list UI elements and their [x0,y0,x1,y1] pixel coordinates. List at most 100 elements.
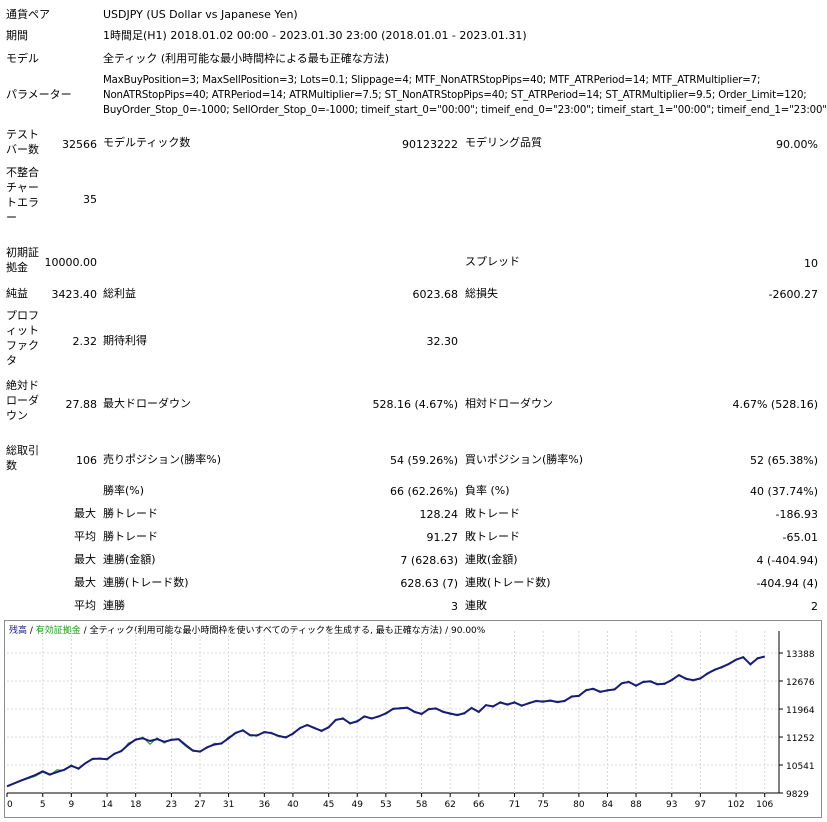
x-tick-label: 88 [630,800,642,810]
model-value: 全ティック (利用可能な最小時間枠による最も正確な方法) [103,52,390,65]
long-positions-value: 52 (65.38%) [749,454,818,467]
legend-quality: 90.00% [451,626,486,636]
y-tick-label: 9829 [786,790,809,800]
legend-model: 全ティック(利用可能な最小時間枠を使いすべてのティックを生成する, 最も正確な方… [89,626,443,636]
largest-prefix: 最大 [74,507,96,520]
bars-tested-value: 32566 [62,138,97,151]
gross-loss-value: -2600.27 [768,288,818,301]
bars-tested-label: テストバー数 [6,128,39,156]
avg-consecutive-wins-value: 3 [451,600,458,613]
x-tick-label: 58 [416,800,428,810]
x-tick-label: 5 [40,800,46,810]
x-tick-label: 93 [666,800,677,810]
legend-separator: / [27,626,36,636]
maximal-consecutive-profit-label: 連勝(トレード数) [103,576,189,589]
x-tick-label: 9 [68,800,74,810]
absolute-drawdown-label: 絶対ドローダウン [6,379,39,422]
spread-value: 10 [804,257,818,270]
x-tick-label: 31 [223,800,234,810]
modelling-quality-value: 90.00% [776,138,818,151]
avg-consecutive-wins-label: 連勝 [103,599,125,612]
y-tick-label: 10541 [786,762,815,772]
expected-payoff-label: 期待利得 [103,334,147,347]
period-label: 期間 [6,29,28,42]
avg-consecutive-losses-label: 連敗 [465,599,487,612]
y-tick-label: 11964 [786,706,815,716]
chart-plot: 13388 12676 11964 11252 10541 9829 0 5 9 14 18 23 27… [6,631,815,810]
x-tick-label: 14 [101,800,113,810]
profit-factor-value: 2.32 [72,335,98,348]
x-tick-label: 102 [728,800,745,810]
mismatched-errors-value: 35 [83,193,97,206]
x-tick-label: 27 [194,800,205,810]
x-tick-label: 62 [444,800,455,810]
max-consecutive-wins-value: 7 (628.63) [400,554,458,567]
average-profit-value: 91.27 [426,531,459,544]
x-tick-label: 97 [695,800,706,810]
profit-factor-label: プロフィットファクタ [6,309,39,367]
parameters-line: BuyOrder_Stop_0=-1000; SellOrder_Stop_0=… [103,105,827,116]
x-tick-label: 23 [166,800,177,810]
max-consecutive-losses-value: 4 (-404.94) [756,554,818,567]
x-tick-label: 36 [259,800,271,810]
x-tick-label: 71 [509,800,520,810]
largest-loss-value: -186.93 [775,508,818,521]
mismatched-errors-label: 不整合チャートエラー [6,166,39,224]
largest-profit-value: 128.24 [419,508,459,521]
x-tick-label: 84 [602,800,614,810]
y-tick-label: 13388 [786,650,815,660]
initial-deposit-value: 10000.00 [44,256,98,269]
maximal-consecutive-loss-value: -404.94 (4) [756,577,818,590]
gross-loss-label: 総損失 [465,287,498,300]
maximal-consecutive-profit-value: 628.63 (7) [400,577,458,590]
total-trades-label: 総取引数 [6,444,39,472]
long-positions-label: 買いポジション(勝率%) [465,453,584,466]
y-tick-label: 11252 [786,734,815,744]
gross-profit-label: 総利益 [103,287,136,300]
x-tick-label: 49 [352,800,364,810]
profit-trades-label: 勝率(%) [103,484,145,497]
symbol-label: 通貨ペア [6,8,50,21]
ticks-modelled-label: モデルティック数 [103,136,191,149]
model-label: モデル [6,52,39,65]
balance-line [6,655,765,788]
legend-separator: / [442,626,452,636]
legend-separator: / [80,626,90,636]
x-tick-label: 66 [473,800,485,810]
loss-trades-value: 40 (37.74%) [749,485,818,498]
avg-consecutive-prefix: 平均 [74,599,96,612]
y-tick-label: 12676 [786,678,815,688]
modelling-quality-label: モデリング品質 [465,136,542,149]
average-loss-value: -65.01 [782,531,818,544]
loss-trades-label: 負率 (%) [465,484,510,497]
profit-trades-value: 66 (62.26%) [389,485,458,498]
spread-label: スプレッド [465,255,520,268]
average-prefix: 平均 [74,530,96,543]
max-consecutive-wins-label: 連勝(金額) [103,553,156,566]
parameters-value: MaxBuyPosition=3; MaxSellPosition=3; Lot… [103,73,827,118]
relative-drawdown-label: 相対ドローダウン [465,397,553,410]
legend-balance: 残高 [9,626,28,636]
average-profit-label: 勝トレード [103,530,158,543]
maximal-drawdown-label: 最大ドローダウン [103,397,191,410]
short-positions-label: 売りポジション(勝率%) [103,453,222,466]
maximal-consecutive-loss-label: 連敗(トレード数) [465,576,551,589]
gross-profit-value: 6023.68 [412,288,459,301]
parameters-label: パラメーター [6,88,72,101]
x-tick-label: 53 [380,800,391,810]
absolute-drawdown-value: 27.88 [65,398,98,411]
initial-deposit-label: 初期証拠金 [6,246,39,274]
balance-chart: 残高 / 有効証拠金 / 全ティック(利用可能な最小時間枠を使いすべてのティック… [4,620,822,818]
x-tick-label: 18 [130,800,142,810]
parameters-line: NonATRStopPips=40; ATRPeriod=14; ATRMult… [103,90,807,101]
total-trades-value: 106 [76,454,97,467]
net-profit-label: 純益 [6,287,28,300]
max-consecutive-prefix: 最大 [74,553,96,566]
max-consecutive-losses-label: 連敗(金額) [465,553,518,566]
relative-drawdown-value: 4.67% (528.16) [732,398,818,411]
avg-consecutive-losses-value: 2 [811,600,818,613]
parameters-line: MaxBuyPosition=3; MaxSellPosition=3; Lot… [103,75,761,86]
net-profit-value: 3423.40 [51,288,98,301]
ticks-modelled-value: 90123222 [402,138,458,151]
x-tick-label: 0 [7,800,13,810]
